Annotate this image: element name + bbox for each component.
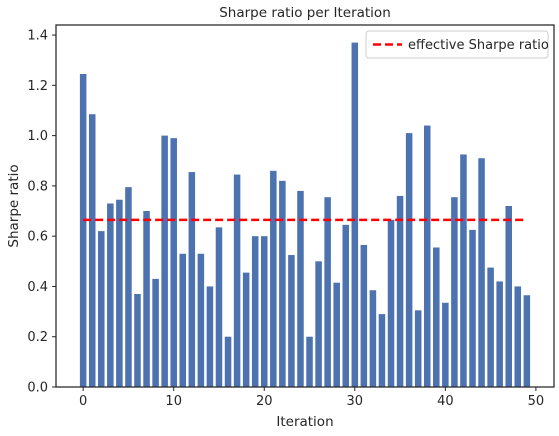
bar [342,224,350,387]
y-axis-ticks: 0.0 0.2 0.4 0.6 0.8 1.0 1.2 1.4 [27,29,56,396]
bar [215,227,223,387]
bar [197,253,205,387]
x-tick-label: 20 [256,394,273,409]
bar [478,158,485,387]
x-tick-label: 0 [79,394,87,409]
legend-box [365,30,549,59]
chart-title: Sharpe ratio per Iteration [219,5,391,21]
y-tick-label: 0.0 [27,381,48,396]
legend: effective Sharpe ratio [365,30,549,59]
y-tick-label: 0.2 [27,330,48,345]
bar [134,293,141,387]
bar [324,197,331,387]
bar [387,219,395,387]
bar [242,272,250,387]
bar [260,236,268,387]
y-tick-label: 1.0 [27,129,48,144]
x-tick-label: 50 [528,394,545,409]
bar [505,206,512,387]
bar [179,253,187,387]
bar [523,295,531,387]
bars-group [79,42,531,388]
bar [161,135,168,387]
bar [487,267,494,387]
x-tick-label: 30 [347,394,364,409]
y-tick-label: 1.4 [27,29,48,44]
bar [270,170,277,387]
bar [98,231,105,387]
bar [423,125,431,387]
plot-frame [55,24,555,388]
bar [469,229,476,387]
x-axis-ticks: 0 10 20 30 40 50 [79,387,544,409]
bar [170,138,177,388]
bar [414,310,422,387]
bar [514,286,522,387]
bar [360,244,368,387]
bar [116,199,123,387]
bar [306,336,313,387]
y-tick-label: 0.8 [27,179,48,194]
bar [396,195,404,387]
bar [405,133,413,387]
bar [251,236,259,387]
bar [496,281,503,387]
bar [224,336,232,387]
y-tick-label: 1.2 [27,79,48,94]
bar [351,42,359,387]
y-tick-label: 0.4 [27,280,48,295]
bar [233,174,241,387]
bar [315,261,322,387]
x-axis-label: Iteration [276,414,333,430]
bar [143,211,150,387]
bar [206,286,214,387]
bar [152,278,159,387]
bar [433,247,440,387]
bar [288,255,295,387]
y-axis-label: Sharpe ratio [6,164,22,247]
legend-label: effective Sharpe ratio [408,38,549,53]
bar [297,190,304,387]
x-tick-label: 10 [165,394,182,409]
bar [79,74,87,388]
bar [369,290,377,387]
x-tick-label: 40 [437,394,454,409]
bar [107,203,114,387]
bar [188,172,196,387]
bar [460,154,467,387]
bar [88,114,96,388]
bar [125,187,132,387]
y-tick-label: 0.6 [27,230,48,245]
bar [333,282,340,387]
bar [279,180,286,387]
bar [378,314,386,387]
bar [451,197,458,387]
bar [442,302,449,387]
